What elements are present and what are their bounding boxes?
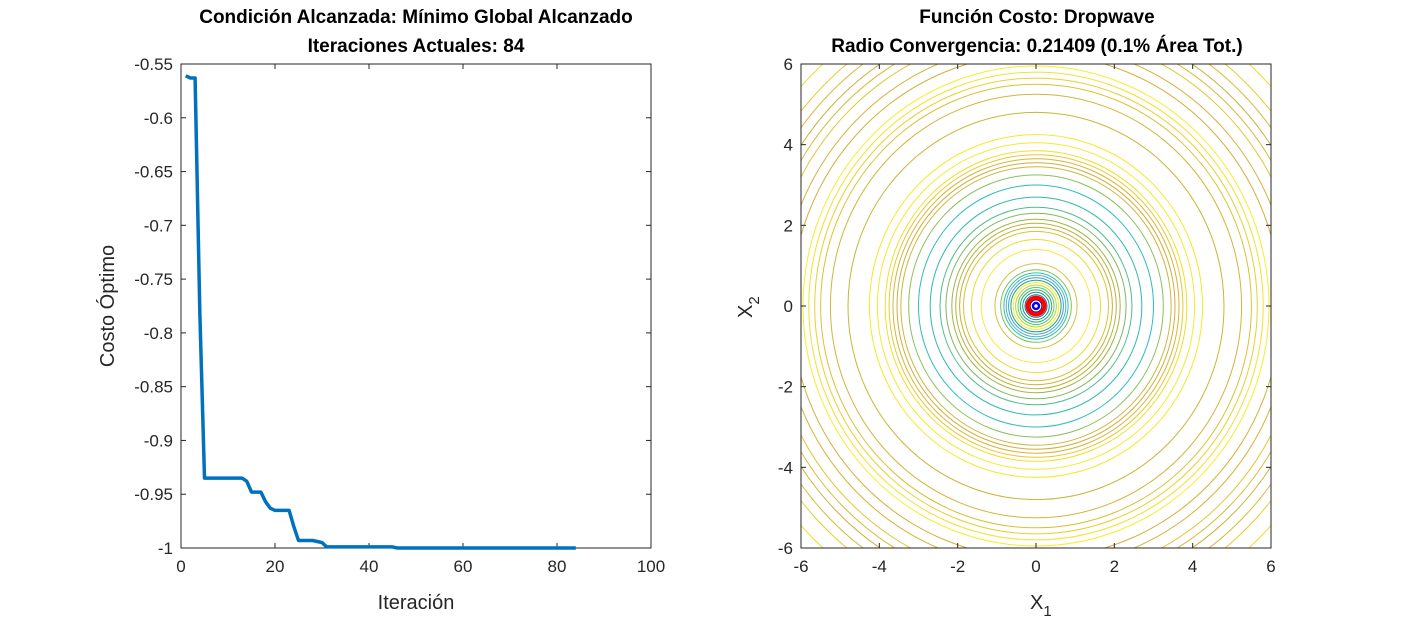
y-tick-label: -0.55 [134, 55, 173, 74]
contour-level [994, 263, 1078, 349]
contour-level [869, 134, 1203, 478]
contour-level [1019, 289, 1053, 323]
x1-label-sub: 1 [1043, 603, 1051, 620]
contour-level [802, 65, 1270, 547]
y-tick-label: -1 [158, 539, 173, 558]
x-tick-label: 100 [637, 557, 665, 576]
contour-level [814, 77, 1258, 535]
contour-level [951, 218, 1121, 394]
axis-ticks [180, 63, 652, 549]
contour-level [963, 230, 1109, 382]
y-tick-label: -0.7 [144, 216, 173, 235]
y-tick-label: 4 [784, 136, 793, 155]
contour-title-line1: Función Costo: Dropwave [919, 7, 1154, 28]
contour-level [801, 64, 1271, 548]
x-tick-label: 80 [548, 557, 567, 576]
plot-frame [180, 63, 652, 549]
contour-level [1024, 294, 1048, 318]
contour-level [801, 64, 1271, 548]
x-tick-label: 6 [1266, 557, 1275, 576]
y-tick-label: 0 [784, 297, 793, 316]
convergence-chart: Condición Alcanzada: Mínimo Global Alcan… [96, 7, 665, 614]
convergence-radius-circle [1025, 295, 1047, 317]
contour-level [918, 184, 1154, 428]
chart-title-line1: Condición Alcanzada: Mínimo Global Alcan… [199, 7, 633, 28]
contour-level [1015, 284, 1057, 328]
contour-level [801, 64, 1271, 548]
contour-axis-ticks [800, 63, 1272, 549]
y-tick-label: -0.8 [144, 324, 173, 343]
contour-level [892, 158, 1180, 454]
contour-level [1008, 277, 1064, 335]
contour-level [1010, 279, 1062, 333]
contour-level [1029, 299, 1043, 313]
contour-level [970, 239, 1102, 373]
contour-level [908, 174, 1164, 438]
contour-level [980, 249, 1092, 363]
contour-level [939, 206, 1133, 406]
x2-label-main: X [735, 305, 757, 318]
contour-y-tick-labels: 6 4 2 0 -2 -4 -6 [778, 55, 793, 558]
y-tick-label: 6 [784, 55, 793, 74]
chart-title-line2: Iteraciones Actuales: 84 [308, 36, 525, 57]
y-tick-label: -0.95 [134, 485, 173, 504]
y-axis-label: Costo Óptimo [96, 245, 119, 367]
contour-level [945, 212, 1127, 400]
contour-level [847, 111, 1225, 501]
x-tick-label: 0 [1031, 557, 1040, 576]
y-tick-label: 2 [784, 216, 793, 235]
y-tick-label: -6 [778, 539, 793, 558]
contour-level [1000, 269, 1072, 343]
contour-level [884, 150, 1188, 462]
y-tick-label: -4 [778, 458, 793, 477]
x1-label-main: X [1030, 592, 1043, 614]
y-tick-label: -0.6 [144, 109, 173, 128]
contour-level [808, 71, 1264, 541]
contour-x-tick-labels: -6 -4 -2 0 2 4 6 [793, 557, 1275, 576]
contour-level [1012, 282, 1060, 330]
contour-level [801, 64, 1271, 548]
x-tick-label: 20 [266, 557, 285, 576]
y-tick-label: -0.85 [134, 378, 173, 397]
contour-level [801, 64, 1271, 548]
x-tick-label: 40 [360, 557, 379, 576]
x-tick-label: -2 [950, 557, 965, 576]
x-tick-labels: 0 20 40 60 80 100 [176, 557, 665, 576]
y-tick-label: -0.65 [134, 163, 173, 182]
contour-y-axis-label: X2 [735, 296, 763, 318]
x-axis-label: Iteración [378, 592, 455, 614]
contour-level [1003, 272, 1069, 340]
contour-level [876, 142, 1196, 470]
contour-level [959, 226, 1113, 386]
x-tick-label: 0 [176, 557, 185, 576]
contour-x-axis-label: X1 [1030, 592, 1052, 620]
contour-level [888, 154, 1184, 458]
contour-level [829, 93, 1243, 519]
contour-level [929, 196, 1143, 416]
contour-level [1005, 274, 1067, 338]
contour-chart: Función Costo: Dropwave Radio Convergenc… [735, 7, 1276, 620]
contour-title-line2: Radio Convergencia: 0.21409 (0.1% Área T… [831, 35, 1242, 57]
contour-level [955, 222, 1117, 390]
x-tick-label: -6 [793, 557, 808, 576]
contour-level [1017, 286, 1055, 326]
y-tick-labels: -0.55 -0.6 -0.65 -0.7 -0.75 -0.8 -0.85 -0.9 -0.9… [134, 55, 173, 558]
cost-series-line [184, 74, 576, 550]
contour-level [900, 166, 1172, 446]
x2-label-sub: 2 [746, 296, 763, 304]
x-tick-label: 60 [454, 557, 473, 576]
y-tick-label: -2 [778, 378, 793, 397]
x-tick-label: 4 [1188, 557, 1197, 576]
contour-level [896, 162, 1176, 450]
x-tick-label: -4 [872, 557, 887, 576]
contour-level [1022, 291, 1050, 321]
x-tick-label: 2 [1110, 557, 1119, 576]
y-tick-label: -0.9 [144, 431, 173, 450]
contour-lines [801, 64, 1271, 548]
best-point-marker [1031, 301, 1041, 311]
contour-level [801, 64, 1271, 548]
y-tick-label: -0.75 [134, 270, 173, 289]
contour-level [820, 83, 1252, 529]
